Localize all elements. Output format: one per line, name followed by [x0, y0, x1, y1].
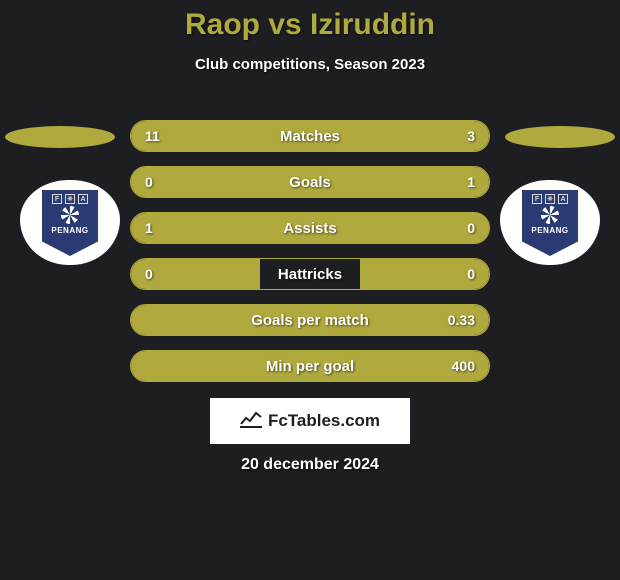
- stat-label: Goals: [131, 167, 489, 197]
- stat-label: Matches: [131, 121, 489, 151]
- stat-row: 113Matches: [130, 120, 490, 152]
- player-oval-left: [5, 126, 115, 148]
- deco-icon: ✳: [545, 194, 555, 204]
- club-badge-right: F ✳ A PENANG: [500, 180, 600, 265]
- chart-icon: [240, 410, 262, 433]
- deco-icon: ✳: [65, 194, 75, 204]
- stat-row: 01Goals: [130, 166, 490, 198]
- soccer-ball-icon: [61, 206, 79, 224]
- stat-label: Assists: [131, 213, 489, 243]
- stat-row: 0.33Goals per match: [130, 304, 490, 336]
- stat-label: Goals per match: [131, 305, 489, 335]
- stat-label: Hattricks: [131, 259, 489, 289]
- site-logo: FcTables.com: [210, 398, 410, 444]
- badge-text: PENANG: [51, 226, 88, 235]
- stat-row: 00Hattricks: [130, 258, 490, 290]
- badge-letter: F: [532, 194, 542, 204]
- badge-text: PENANG: [531, 226, 568, 235]
- soccer-ball-icon: [541, 206, 559, 224]
- badge-letter: A: [78, 194, 88, 204]
- page-title: Raop vs Iziruddin: [0, 0, 620, 42]
- badge-letter: F: [52, 194, 62, 204]
- date-text: 20 december 2024: [0, 456, 620, 474]
- club-badge-left: F ✳ A PENANG: [20, 180, 120, 265]
- stats-container: 113Matches 01Goals 10Assists 00Hattricks 0.3…: [130, 120, 490, 396]
- subtitle: Club competitions, Season 2023: [0, 56, 620, 73]
- stat-label: Min per goal: [131, 351, 489, 381]
- stat-row: 10Assists: [130, 212, 490, 244]
- logo-text: FcTables.com: [268, 411, 380, 431]
- badge-letter: A: [558, 194, 568, 204]
- player-oval-right: [505, 126, 615, 148]
- stat-row: 400Min per goal: [130, 350, 490, 382]
